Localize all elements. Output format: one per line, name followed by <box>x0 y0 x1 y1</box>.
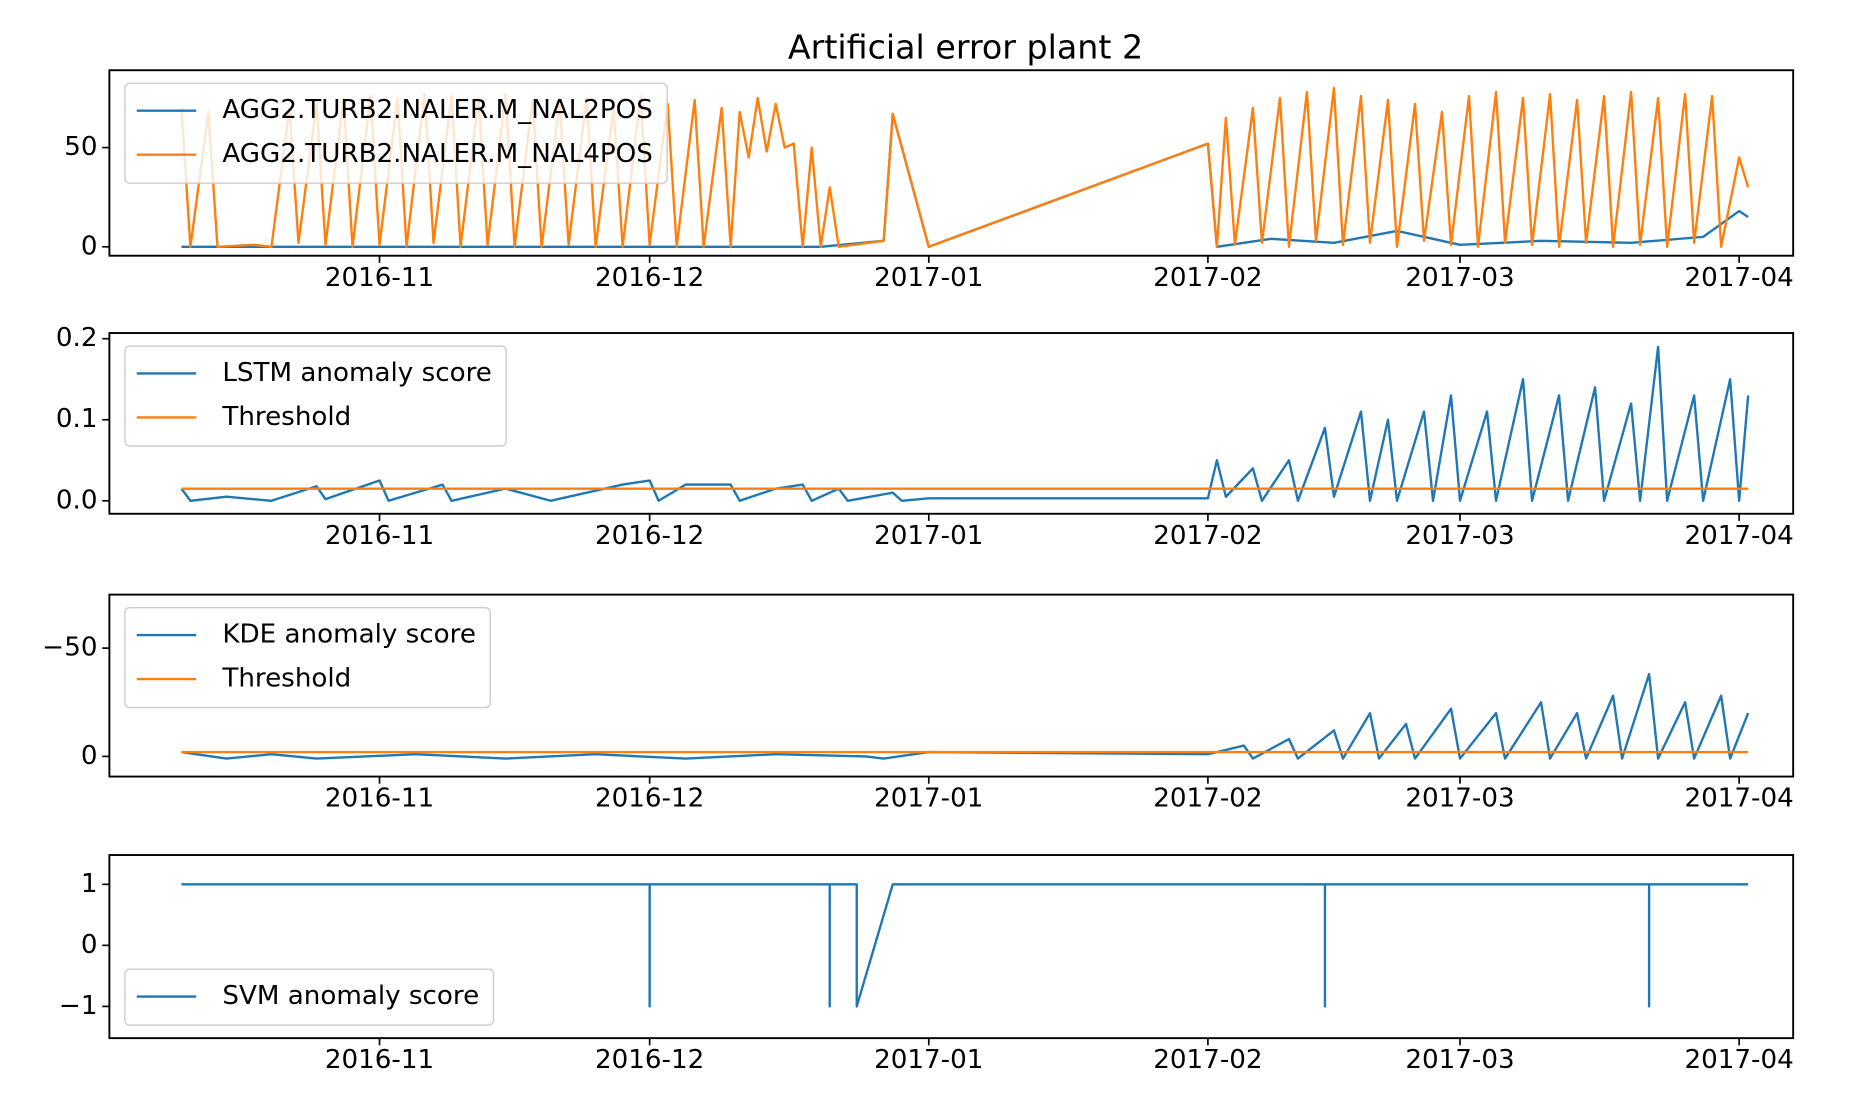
x-tick-label: 2016-12 <box>595 263 704 293</box>
x-tick-label: 2016-11 <box>325 784 434 814</box>
axes-frame <box>108 69 1795 257</box>
chart-title: Artificial error plant 2 <box>788 27 1143 66</box>
x-tick-label: 2017-02 <box>1153 263 1262 293</box>
plot-area <box>180 345 1750 502</box>
y-tick-label: 0 <box>81 930 98 960</box>
axes-frame <box>108 332 1795 515</box>
x-tick-label: 2017-02 <box>1153 521 1262 551</box>
legend-box <box>124 345 507 447</box>
x-tick-label: 2017-03 <box>1405 263 1514 293</box>
x-tick-label: 2017-01 <box>874 521 983 551</box>
legend-label: Threshold <box>221 402 351 432</box>
plot-area <box>181 883 1749 1008</box>
legend-label: Threshold <box>221 664 351 694</box>
axes-frame <box>108 593 1795 778</box>
x-tick-label: 2017-04 <box>1684 1045 1793 1075</box>
line <box>181 672 1750 760</box>
x-tick-label: 2016-11 <box>325 1045 434 1075</box>
y-tick-label: 1 <box>81 869 98 899</box>
legend-box <box>124 82 668 184</box>
legend-label: AGG2.TURB2.NALER.M_NAL4POS <box>222 139 653 169</box>
y-tick-label: 0 <box>81 741 98 771</box>
x-tick-label: 2017-02 <box>1153 784 1262 814</box>
x-tick-label: 2017-03 <box>1405 1045 1514 1075</box>
y-tick-label: 0.0 <box>56 485 98 515</box>
y-tick-label: 0.1 <box>56 404 98 434</box>
x-tick-label: 2016-11 <box>325 263 434 293</box>
legend-label: KDE anomaly score <box>222 620 476 650</box>
y-tick-label: −1 <box>59 991 98 1021</box>
x-tick-label: 2016-12 <box>595 1045 704 1075</box>
legend-box <box>124 606 491 709</box>
x-tick-label: 2017-01 <box>874 263 983 293</box>
y-tick-label: 0 <box>81 231 98 261</box>
x-tick-label: 2017-04 <box>1684 784 1793 814</box>
x-tick-label: 2017-04 <box>1684 263 1793 293</box>
y-tick-label: −50 <box>42 633 97 663</box>
axes-frame <box>108 854 1795 1040</box>
x-tick-label: 2017-04 <box>1684 521 1793 551</box>
line <box>181 883 1749 1008</box>
x-tick-label: 2017-03 <box>1405 784 1514 814</box>
legend-label: AGG2.TURB2.NALER.M_NAL2POS <box>222 95 653 125</box>
legend-box <box>124 968 495 1026</box>
x-tick-label: 2017-01 <box>874 1045 983 1075</box>
plot-area <box>181 672 1750 760</box>
legend-label: SVM anomaly score <box>222 981 479 1011</box>
legend-label: LSTM anomaly score <box>222 358 492 388</box>
line <box>180 345 1750 502</box>
x-tick-label: 2016-11 <box>325 521 434 551</box>
x-tick-label: 2016-12 <box>595 521 704 551</box>
x-tick-label: 2017-01 <box>874 784 983 814</box>
x-tick-label: 2017-02 <box>1153 1045 1262 1075</box>
y-tick-label: 50 <box>64 132 97 162</box>
x-tick-label: 2017-03 <box>1405 521 1514 551</box>
y-tick-label: 0.2 <box>56 323 98 353</box>
x-tick-label: 2016-12 <box>595 784 704 814</box>
